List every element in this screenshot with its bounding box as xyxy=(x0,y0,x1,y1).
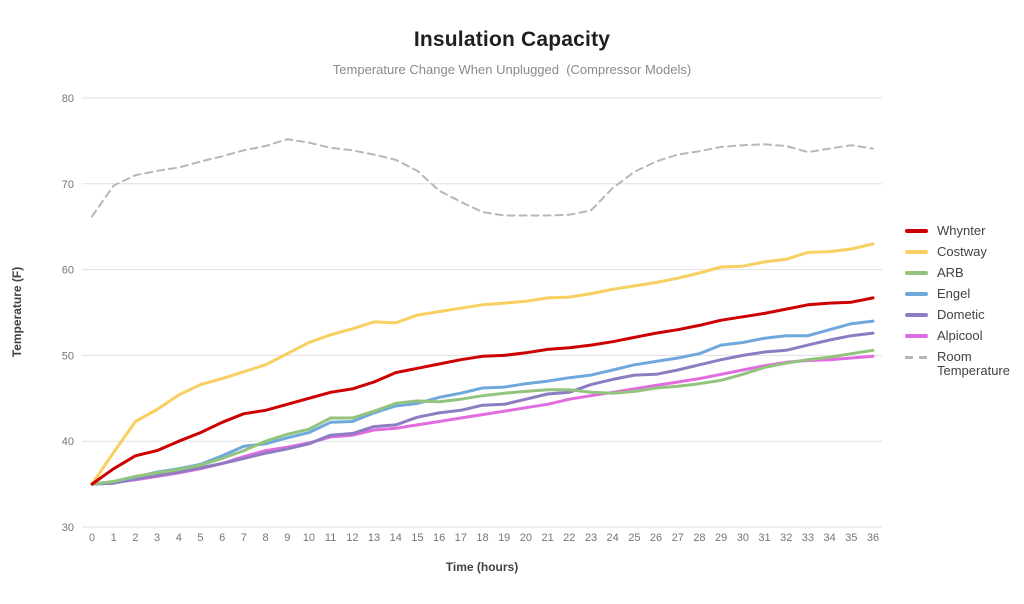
x-tick-label: 17 xyxy=(455,532,467,544)
legend-label: Dometic xyxy=(937,307,985,322)
x-tick-label: 34 xyxy=(823,532,835,544)
x-tick-label: 23 xyxy=(585,532,597,544)
legend-swatch-whynter xyxy=(905,229,928,233)
x-tick-label: 27 xyxy=(672,532,684,544)
x-axis-title: Time (hours) xyxy=(445,560,519,574)
legend-swatch-dometic xyxy=(905,313,928,317)
x-tick-label: 33 xyxy=(802,532,814,544)
legend-item-costway: Costway xyxy=(905,245,1017,259)
x-tick-label: 8 xyxy=(262,532,268,544)
x-tick-label: 2 xyxy=(132,532,138,544)
legend-swatch-costway xyxy=(905,250,928,254)
x-tick-label: 20 xyxy=(520,532,532,544)
x-tick-label: 0 xyxy=(89,532,95,544)
x-tick-label: 26 xyxy=(650,532,662,544)
series-line-dometic xyxy=(90,331,875,486)
x-tick-label: 15 xyxy=(411,532,423,544)
legend-label: Room Temperature xyxy=(937,349,1010,378)
y-tick-label: 80 xyxy=(62,93,74,105)
y-tick-label: 40 xyxy=(62,436,74,448)
series-line-arb xyxy=(90,348,875,486)
x-tick-label: 35 xyxy=(845,532,857,544)
x-tick-label: 31 xyxy=(758,532,770,544)
x-tick-label: 4 xyxy=(176,532,182,544)
x-tick-label: 5 xyxy=(197,532,203,544)
chart-legend: Whynter Costway ARB Engel Dometic Alpicool Roo… xyxy=(905,224,1017,385)
x-tick-label: 6 xyxy=(219,532,225,544)
x-tick-label: 12 xyxy=(346,532,358,544)
legend-label: Alpicool xyxy=(937,328,983,343)
chart-subtitle: Temperature Change When Unplugged (Compr… xyxy=(332,62,692,77)
legend-swatch-room-temperature xyxy=(905,356,928,359)
legend-item-dometic: Dometic xyxy=(905,308,1017,322)
x-tick-label: 13 xyxy=(368,532,380,544)
x-tick-label: 21 xyxy=(541,532,553,544)
x-tick-label: 11 xyxy=(325,532,336,544)
y-tick-label: 30 xyxy=(62,522,74,534)
series-line-room-temperature xyxy=(91,138,874,218)
legend-item-engel: Engel xyxy=(905,287,1017,301)
x-tick-label: 16 xyxy=(433,532,445,544)
series-line-costway xyxy=(90,242,875,486)
x-tick-label: 19 xyxy=(498,532,510,544)
y-tick-label: 70 xyxy=(62,179,74,191)
legend-swatch-alpicool xyxy=(905,334,928,338)
x-tick-label: 7 xyxy=(241,532,247,544)
legend-item-arb: ARB xyxy=(905,266,1017,280)
legend-item-room-temperature: Room Temperature xyxy=(905,350,1017,378)
x-tick-label: 1 xyxy=(111,532,117,544)
x-tick-label: 10 xyxy=(303,532,315,544)
chart-title: Insulation Capacity xyxy=(413,28,611,51)
x-tick-label: 36 xyxy=(867,532,879,544)
legend-label: Costway xyxy=(937,244,987,259)
legend-item-whynter: Whynter xyxy=(905,224,1017,238)
legend-swatch-arb xyxy=(905,271,928,275)
x-tick-label: 24 xyxy=(607,532,619,544)
x-tick-label: 14 xyxy=(390,532,402,544)
x-tick-label: 25 xyxy=(628,532,640,544)
x-tick-label: 30 xyxy=(737,532,749,544)
x-tick-label: 32 xyxy=(780,532,792,544)
x-tick-label: 9 xyxy=(284,532,290,544)
legend-swatch-engel xyxy=(905,292,928,296)
y-tick-label: 50 xyxy=(62,350,74,362)
x-tick-label: 18 xyxy=(476,532,488,544)
x-tick-label: 29 xyxy=(715,532,727,544)
x-tick-label: 28 xyxy=(693,532,705,544)
y-tick-label: 60 xyxy=(62,265,74,277)
legend-label: Whynter xyxy=(937,223,986,238)
x-tick-label: 3 xyxy=(154,532,160,544)
legend-label: Engel xyxy=(937,286,971,301)
legend-item-alpicool: Alpicool xyxy=(905,329,1017,343)
x-tick-label: 22 xyxy=(563,532,575,544)
series-line-whynter xyxy=(90,296,875,486)
legend-label: ARB xyxy=(937,265,964,280)
series-line-engel xyxy=(90,319,875,486)
